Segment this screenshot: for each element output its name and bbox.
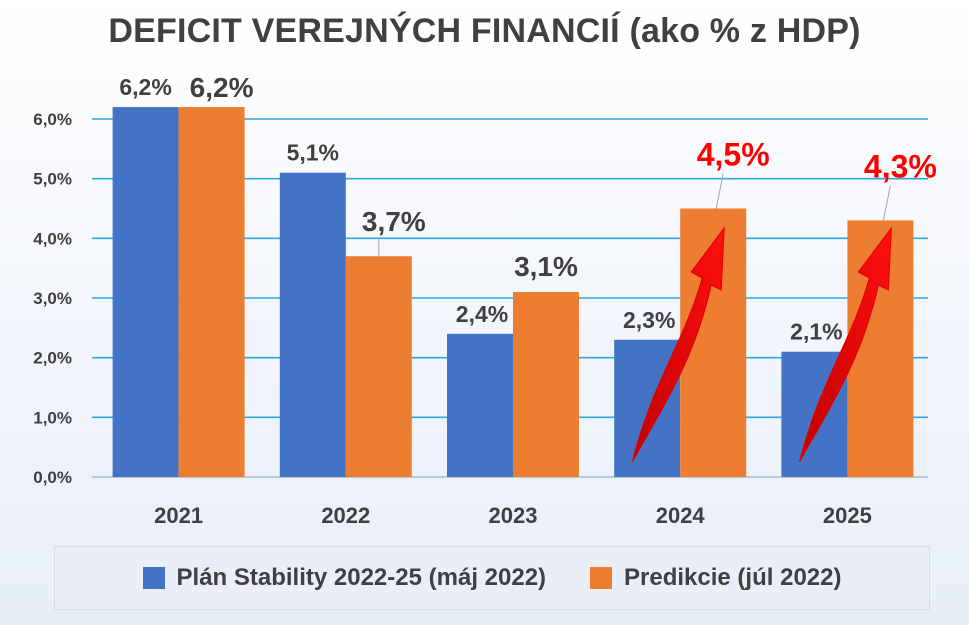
label-leader-line xyxy=(715,173,724,209)
bar xyxy=(345,256,412,477)
x-tick-label: 2021 xyxy=(154,503,203,528)
data-label: 2,3% xyxy=(623,307,675,333)
legend-label-plan: Plán Stability 2022-25 (máj 2022) xyxy=(176,564,547,591)
legend-swatch-predikcie xyxy=(590,567,613,589)
label-leader-line xyxy=(882,185,891,221)
bar-chart: 0,0% 1,0% 2,0% 3,0% 4,0% 5,0% 6,0% 2021 6,2% 6,2%… xyxy=(33,72,937,528)
data-label: 4,3% xyxy=(864,148,937,184)
data-label: 2,1% xyxy=(790,319,842,345)
data-label: 6,2% xyxy=(190,72,254,103)
x-tick-label: 2025 xyxy=(823,503,872,528)
data-label: 6,2% xyxy=(119,74,171,100)
y-tick-label: 3,0% xyxy=(33,289,72,308)
bar xyxy=(513,292,579,477)
red-arrow-annotation xyxy=(798,226,892,463)
legend: Plán Stability 2022-25 (máj 2022) Predik… xyxy=(54,546,930,610)
y-tick-label: 6,0% xyxy=(33,110,72,129)
bar xyxy=(279,172,346,477)
data-label: 4,5% xyxy=(697,137,770,173)
x-tick-label: 2024 xyxy=(656,503,706,528)
chart-title: DEFICIT VEREJNÝCH FINANCIÍ (ako % z HDP) xyxy=(108,12,861,50)
data-label: 3,1% xyxy=(514,251,578,282)
y-tick-label: 5,0% xyxy=(33,170,72,189)
bar xyxy=(112,107,179,478)
data-label: 3,7% xyxy=(362,206,426,237)
data-label: 5,1% xyxy=(287,140,339,166)
y-tick-label: 0,0% xyxy=(33,468,72,487)
y-tick-label: 1,0% xyxy=(33,408,72,427)
x-tick-label: 2022 xyxy=(321,503,370,528)
legend-item-predikcie: Predikcie (júl 2022) xyxy=(590,564,841,592)
red-arrow-annotation xyxy=(631,226,725,463)
x-tick-label: 2023 xyxy=(489,503,538,528)
legend-label-predikcie: Predikcie (júl 2022) xyxy=(624,564,842,591)
bar xyxy=(178,107,245,478)
legend-item-plan: Plán Stability 2022-25 (máj 2022) xyxy=(142,564,547,592)
y-tick-label: 4,0% xyxy=(33,229,72,248)
y-tick-label: 2,0% xyxy=(33,349,72,368)
legend-swatch-plan xyxy=(142,567,165,589)
bar xyxy=(447,333,513,477)
data-label: 2,4% xyxy=(456,301,508,327)
